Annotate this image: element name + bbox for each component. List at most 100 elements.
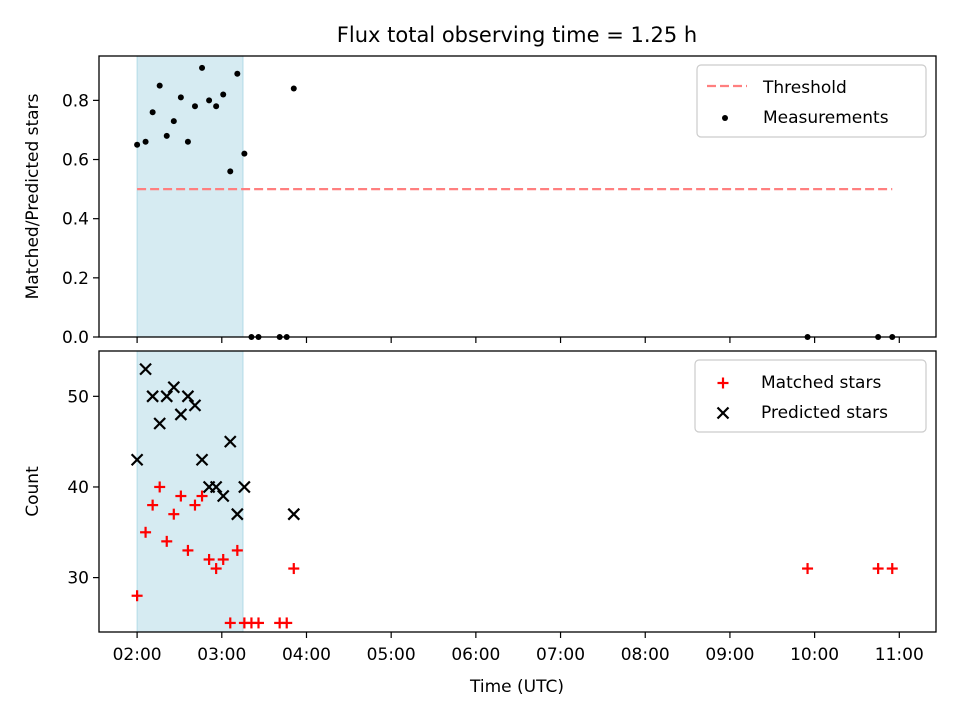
top-legend: Threshold Measurements: [696, 64, 927, 138]
predicted-marker-b: [195, 453, 209, 467]
matched-star-point: [252, 617, 264, 629]
predicted-star-point: [231, 507, 244, 521]
x-tick-label: 07:00: [536, 645, 585, 665]
measurement-point: [156, 82, 163, 89]
predicted-star-point: [238, 480, 251, 494]
x-tick-label: 09:00: [705, 645, 754, 665]
x-tick-label: 08:00: [621, 645, 670, 665]
predicted-star-point: [209, 480, 223, 494]
predicted-marker-b: [181, 390, 195, 403]
y-tick-label: 0.6: [62, 151, 89, 171]
chart-title: Flux total observing time = 1.25 h: [337, 23, 697, 47]
x-tick-label: 10:00: [790, 645, 839, 665]
predicted-star-point: [130, 453, 144, 467]
measurement-point: [142, 138, 149, 145]
predicted-star-point: [174, 408, 188, 421]
predicted-marker-b: [130, 453, 144, 467]
matched-star-point: [203, 553, 215, 565]
matched-star-point: [288, 563, 300, 575]
legend-label: Predicted stars: [761, 403, 888, 423]
bottom-y-axis-label: Count: [23, 466, 43, 517]
bottom-axes-frame: [98, 350, 937, 633]
matched-star-point: [196, 490, 208, 502]
predicted-star-point: [287, 507, 301, 521]
x-tick-label: 03:00: [197, 645, 246, 665]
x-tick-label: 02:00: [113, 645, 162, 665]
predicted-marker-b: [153, 417, 166, 430]
predicted-marker-b: [231, 507, 244, 521]
legend-box: [696, 64, 927, 138]
matched-star-point: [189, 499, 201, 511]
matched-star-point: [168, 508, 180, 520]
predicted-marker-b: [146, 390, 159, 403]
measurement-point: [227, 168, 234, 175]
legend-measurement-swatch: [722, 115, 728, 121]
top-axes: Matched/Predicted stars 0.0 0.2 0.4 0.6 0.8 T…: [23, 55, 937, 348]
measurement-point: [290, 85, 297, 92]
matched-star-point: [147, 499, 159, 511]
matched-star-point: [231, 544, 243, 556]
matched-star-point: [175, 490, 187, 502]
predicted-star-point: [139, 362, 152, 376]
matched-star-point: [161, 535, 173, 547]
measurement-point: [220, 91, 227, 98]
matched-star-point: [886, 563, 898, 575]
predicted-marker-b: [287, 507, 301, 521]
predicted-marker-b: [160, 390, 174, 403]
measurement-point: [241, 150, 248, 157]
matched-star-point: [281, 617, 293, 629]
top-y-axis-label: Matched/Predicted stars: [23, 93, 43, 299]
y-tick-label: 0.4: [62, 210, 89, 230]
matched-star-point: [131, 590, 143, 602]
top-axes-frame: [98, 55, 937, 338]
matched-star-point: [140, 526, 152, 538]
bottom-axes: Count 30 40 50 02:00 03:00 04:00 05:00 06:00 07:…: [23, 350, 937, 665]
predicted-star-point: [223, 435, 237, 448]
predicted-star-point: [160, 390, 174, 403]
y-tick-label: 0.0: [62, 328, 89, 348]
matched-star-point: [210, 563, 222, 575]
matched-star-point: [872, 563, 884, 575]
x-tick-label: 04:00: [282, 645, 331, 665]
observing-window-shade: [136, 55, 244, 338]
predicted-marker-b: [167, 380, 181, 394]
predicted-star-point: [195, 453, 209, 467]
y-tick-label: 0.2: [62, 269, 89, 289]
matched-star-point: [154, 481, 166, 493]
legend-predicted-swatch-b: [716, 406, 730, 420]
measurement-point: [170, 118, 177, 125]
y-tick-label: 50: [67, 387, 89, 407]
predicted-marker-b: [139, 362, 152, 376]
predicted-marker-b: [209, 480, 223, 494]
x-tick-label: 05:00: [367, 645, 416, 665]
x-tick-label: 06:00: [451, 645, 500, 665]
measurement-point: [134, 141, 141, 148]
predicted-star-point: [216, 489, 230, 503]
predicted-star-point: [188, 399, 202, 412]
legend-label: Threshold: [762, 78, 847, 98]
matched-star-point: [802, 563, 814, 575]
legend-label: Measurements: [763, 108, 889, 128]
measurement-point: [163, 132, 170, 139]
measurement-point: [234, 70, 241, 77]
predicted-marker-b: [174, 408, 188, 421]
predicted-marker-b: [223, 435, 237, 448]
bottom-legend: Matched stars Predicted stars: [694, 359, 927, 433]
legend-box: [694, 359, 927, 433]
measurement-point: [177, 94, 184, 101]
measurement-point: [149, 109, 156, 116]
legend-label: Matched stars: [761, 373, 881, 393]
predicted-star-point: [153, 417, 166, 430]
predicted-marker-b: [238, 480, 251, 494]
predicted-star-point: [146, 390, 159, 403]
predicted-star-point: [181, 390, 195, 403]
predicted-star-point: [167, 380, 181, 394]
measurement-point: [213, 103, 220, 110]
predicted-marker-b: [188, 399, 202, 412]
measurement-point: [199, 64, 206, 71]
measurement-point: [206, 97, 213, 104]
matched-star-point: [182, 544, 194, 556]
y-tick-label: 0.8: [62, 91, 89, 111]
x-axis-label: Time (UTC): [469, 677, 564, 697]
